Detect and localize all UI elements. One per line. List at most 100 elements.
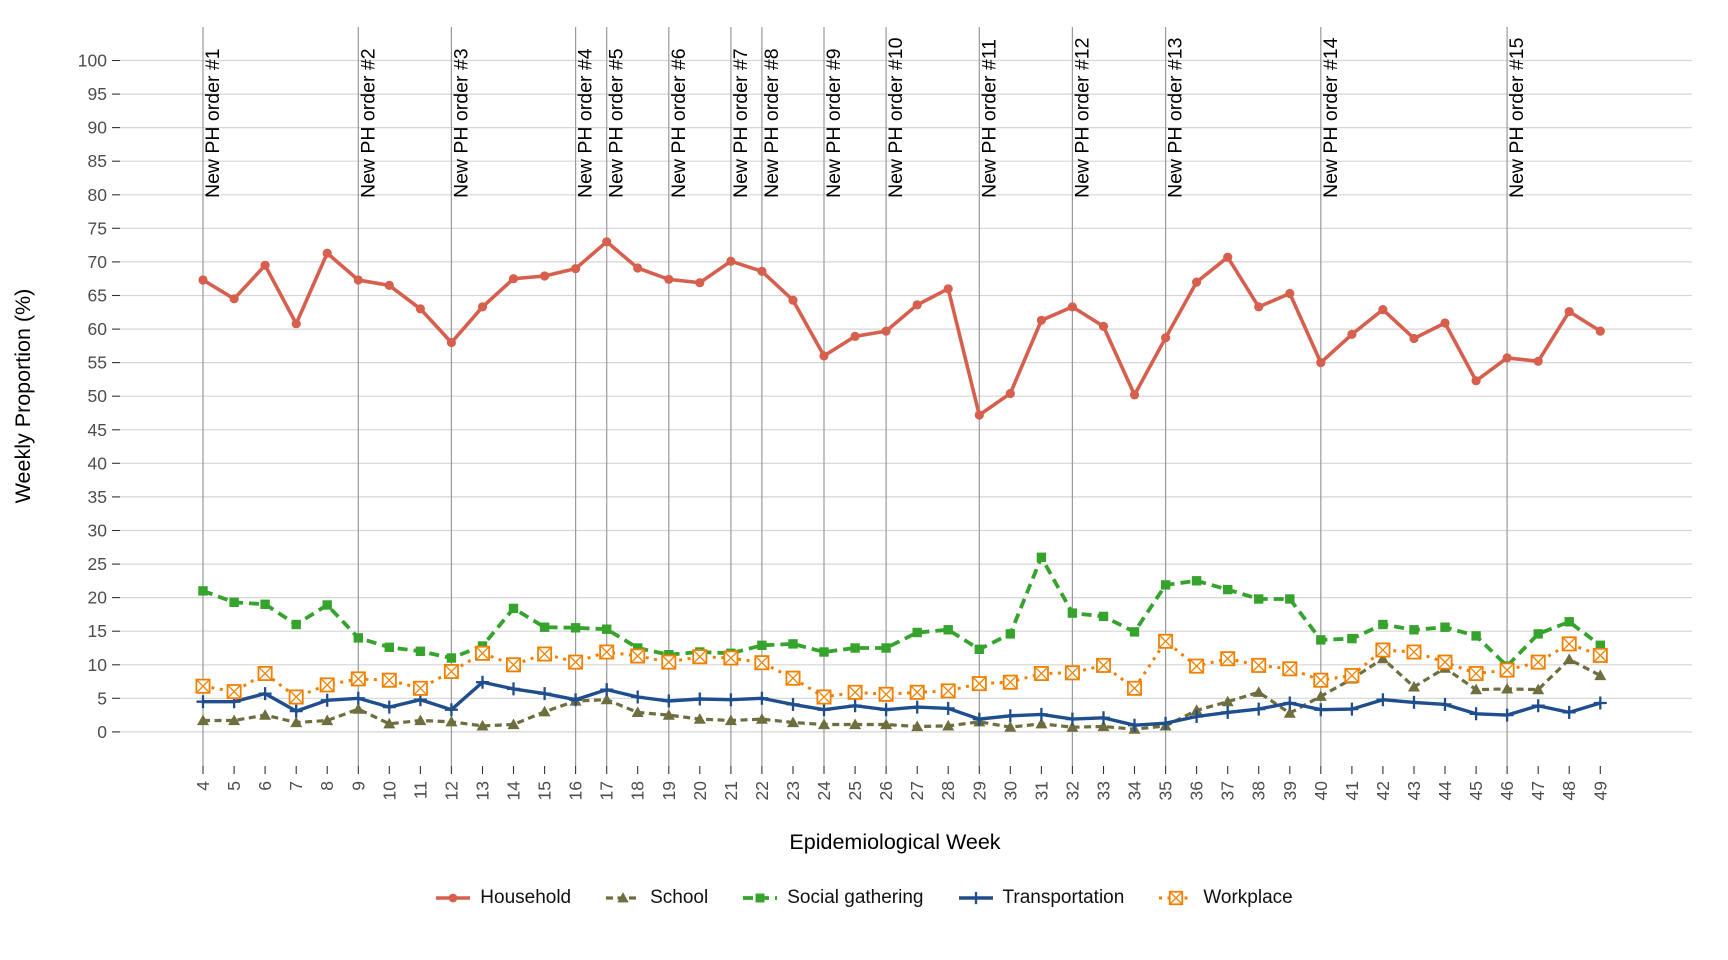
x-tick-label: 23	[783, 781, 803, 800]
data-point	[1378, 305, 1388, 315]
data-point-x	[661, 655, 676, 670]
data-point-x	[1531, 655, 1546, 670]
data-point-x	[754, 655, 769, 670]
y-tick-label: 95	[88, 84, 107, 104]
data-point	[1314, 690, 1327, 701]
x-tick-label: 15	[535, 781, 555, 800]
data-point	[1190, 710, 1204, 723]
x-tick-label: 19	[659, 781, 679, 800]
data-point-x	[1375, 642, 1390, 658]
data-point-x	[1562, 636, 1577, 651]
legend-label: Social gathering	[787, 887, 924, 908]
data-point	[1440, 622, 1450, 632]
data-point-x	[816, 689, 832, 705]
y-axis-title: Weekly Proportion (%)	[11, 289, 35, 504]
data-point	[1285, 594, 1295, 604]
data-point	[617, 892, 629, 903]
data-point-x	[879, 687, 894, 702]
data-point	[695, 278, 705, 288]
data-point	[1159, 716, 1173, 730]
legend-label: Workplace	[1203, 887, 1293, 908]
data-point	[477, 302, 488, 312]
data-point	[1345, 702, 1359, 716]
x-tick-label: 14	[504, 781, 524, 801]
x-tick-label: 31	[1031, 781, 1051, 800]
data-point-x	[1344, 668, 1359, 683]
data-point	[1005, 388, 1015, 399]
x-tick-label: 34	[1125, 781, 1145, 801]
data-point	[320, 693, 334, 707]
data-point	[602, 624, 612, 634]
x-tick-label: 6	[255, 781, 275, 791]
data-point	[600, 693, 613, 705]
x-tick-label: 32	[1062, 781, 1082, 800]
data-point-x	[1406, 644, 1422, 660]
data-point	[229, 597, 239, 607]
x-tick-label: 41	[1342, 781, 1362, 800]
x-tick-label: 30	[1000, 781, 1020, 801]
data-point	[1221, 705, 1235, 719]
x-tick-label: 46	[1497, 781, 1517, 800]
x-tick-label: 44	[1435, 781, 1455, 801]
data-point	[322, 248, 332, 258]
data-point	[1283, 707, 1296, 718]
data-point	[446, 337, 456, 348]
data-point	[1223, 584, 1233, 595]
data-point	[1161, 333, 1171, 343]
data-point	[258, 687, 272, 701]
data-point	[755, 691, 769, 705]
data-point	[1066, 721, 1079, 732]
data-point	[196, 695, 210, 709]
legend-key-triangle-icon	[606, 892, 641, 903]
data-point	[726, 256, 736, 266]
legend-key-square-icon	[743, 893, 778, 903]
data-point	[910, 700, 924, 714]
data-point	[1097, 720, 1110, 732]
data-point	[1192, 277, 1202, 287]
data-point	[291, 319, 301, 329]
data-point	[1533, 356, 1543, 366]
data-point	[850, 643, 860, 653]
series-school	[197, 652, 1607, 734]
data-point	[1316, 358, 1326, 368]
x-tick-label: 18	[628, 781, 648, 800]
data-point	[1129, 390, 1140, 400]
x-tick-label: 49	[1590, 781, 1610, 800]
data-point	[570, 623, 581, 633]
data-point	[538, 687, 552, 701]
data-point-x	[1127, 681, 1142, 696]
data-point	[1283, 696, 1297, 710]
data-point	[1191, 576, 1202, 586]
series-line	[202, 552, 1602, 669]
legend-label: School	[650, 887, 709, 908]
data-point	[1252, 686, 1265, 697]
data-point	[1003, 709, 1017, 723]
data-point-x	[848, 685, 863, 700]
data-point	[228, 714, 241, 726]
y-tick-label: 65	[88, 286, 107, 306]
data-point-x	[195, 679, 211, 694]
data-point	[1129, 627, 1140, 637]
data-point	[415, 646, 426, 656]
data-point-x	[785, 671, 801, 686]
data-point-x	[1313, 673, 1328, 688]
data-point	[198, 586, 208, 596]
data-point	[633, 643, 643, 653]
y-tick-label: 90	[88, 118, 108, 138]
data-point	[788, 295, 798, 305]
x-tick-label: 40	[1311, 781, 1331, 801]
data-point	[260, 260, 270, 270]
x-tick-label: 9	[348, 781, 368, 791]
data-point-x	[1169, 891, 1184, 905]
data-point	[787, 716, 799, 728]
y-tick-label: 0	[97, 722, 107, 742]
x-tick-label: 4	[193, 781, 213, 791]
x-tick-label: 33	[1094, 781, 1114, 800]
data-point	[1595, 640, 1605, 650]
legend-item-transportation: Transportation	[958, 886, 1124, 910]
y-tick-label: 60	[88, 319, 108, 339]
ph-order-label: New PH order #15	[1506, 37, 1528, 198]
data-point	[1408, 680, 1420, 692]
data-point	[755, 893, 765, 903]
